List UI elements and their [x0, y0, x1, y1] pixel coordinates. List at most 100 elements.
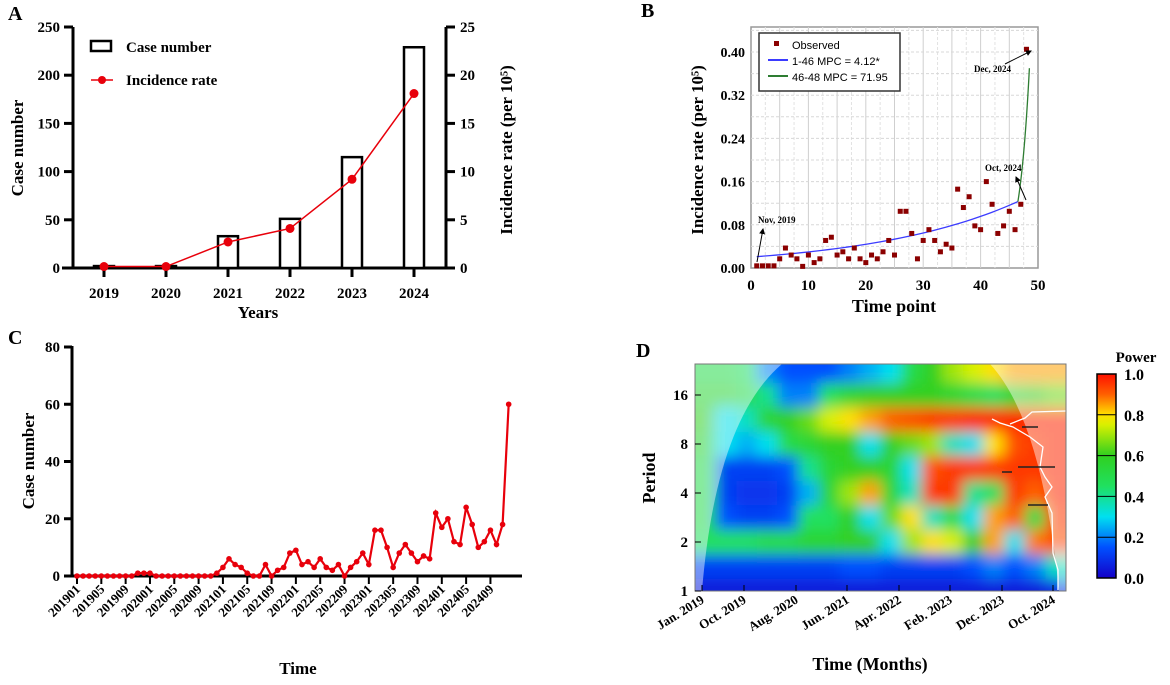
- heatmap-cell: [901, 480, 923, 506]
- case-number-point: [86, 573, 92, 579]
- y-axis-title: Case number: [19, 412, 38, 509]
- heatmap-cell: [777, 505, 800, 530]
- heatmap-cell: [859, 529, 882, 555]
- heatmap-cell: [983, 456, 1006, 481]
- heatmap-cell: [1024, 529, 1047, 555]
- observed-point: [1006, 208, 1012, 214]
- y-tick-label: 0.32: [721, 89, 746, 104]
- observed-point: [788, 252, 794, 258]
- heatmap-cell: [777, 554, 800, 579]
- observed-point: [863, 260, 869, 266]
- y-axis-title: Case number: [8, 99, 27, 196]
- heatmap-cell: [962, 407, 985, 432]
- heatmap-cell: [880, 505, 903, 530]
- x-tick-label: 50: [1031, 278, 1046, 294]
- heatmap-cell: [695, 480, 717, 506]
- colorbar-tick-label: 0.4: [1124, 489, 1144, 506]
- heatmap-cell: [736, 431, 758, 457]
- colorbar-title: Power: [1116, 350, 1157, 366]
- case-number-point: [147, 570, 153, 576]
- heatmap-cell: [818, 382, 841, 408]
- x-axis-title: Years: [238, 303, 279, 322]
- case-number-point: [153, 573, 159, 579]
- heatmap-cell: [942, 456, 964, 481]
- colorbar-tick-label: 0.2: [1124, 530, 1144, 547]
- panel-c-monthly-line-chart: 0204060802019012019052019092020012020052…: [19, 340, 522, 678]
- case-number-point: [141, 570, 147, 576]
- case-number-point: [171, 573, 178, 579]
- case-number-point: [493, 541, 500, 548]
- legend-label: Observed: [792, 40, 840, 52]
- heatmap-cell: [839, 456, 861, 481]
- bar-case-number: [278, 217, 302, 270]
- heatmap-cell: [818, 407, 841, 432]
- observed-point: [983, 179, 989, 185]
- x-tick-label: Apr. 2022: [850, 592, 903, 633]
- case-number-point: [396, 550, 403, 556]
- heatmap-cell: [839, 480, 861, 506]
- heatmap-cell: [1024, 480, 1047, 506]
- case-number-point: [135, 570, 141, 576]
- heatmap-cell: [715, 431, 738, 457]
- observed-point: [759, 263, 765, 269]
- heatmap-cell: [1045, 480, 1066, 506]
- y-right-tick-label: 20: [460, 68, 475, 84]
- heatmap-cell: [983, 529, 1006, 555]
- heatmap-cell: [818, 529, 841, 555]
- case-number-point: [439, 524, 445, 531]
- heatmap-cell: [1045, 505, 1066, 530]
- heatmap-cell: [983, 431, 1006, 457]
- bar-case-number: [402, 45, 426, 270]
- y-tick-label: 150: [38, 116, 61, 132]
- heatmap-cell: [921, 364, 944, 383]
- heatmap-cell: [880, 431, 903, 457]
- x-tick-label: 2021: [213, 286, 243, 302]
- heatmap-cell: [921, 382, 944, 408]
- observed-point: [851, 245, 857, 251]
- heatmap-cell: [859, 382, 882, 408]
- heatmap-cell: [839, 382, 861, 408]
- heatmap-cell: [818, 554, 841, 579]
- panel-label: C: [8, 327, 22, 349]
- case-number-point: [305, 558, 311, 565]
- case-number-point: [469, 521, 476, 528]
- heatmap-cell: [798, 505, 820, 530]
- y-tick-label: 4: [681, 486, 689, 502]
- case-number-point: [74, 573, 80, 579]
- plot-frame: [694, 363, 1067, 592]
- heatmap-cell: [1045, 529, 1066, 555]
- heatmap-cell: [880, 554, 903, 579]
- heatmap-cell: [983, 382, 1006, 408]
- incidence-rate-line: [104, 93, 415, 268]
- x-tick-label: 2024: [399, 286, 430, 302]
- heatmap-cell: [818, 480, 841, 506]
- observed-point: [1001, 223, 1007, 229]
- y-tick-label: 80: [45, 340, 60, 356]
- heatmap-cell: [962, 505, 985, 530]
- heatmap-cell: [921, 554, 944, 579]
- case-number-point: [238, 564, 244, 571]
- heatmap-cell: [983, 364, 1006, 383]
- heatmap-cell: [736, 529, 758, 555]
- case-number-point: [201, 573, 208, 579]
- y-right-tick-label: 0: [460, 261, 468, 277]
- y-axis-title: Period: [639, 453, 659, 504]
- x-tick-label: 30: [916, 278, 931, 294]
- legend-observed-swatch: [774, 41, 779, 46]
- case-number-point: [92, 573, 99, 579]
- y-tick-label: 0: [53, 261, 61, 277]
- heatmap-cell: [859, 407, 882, 432]
- observed-point: [800, 263, 806, 269]
- legend-bar-swatch: [89, 39, 113, 53]
- heatmap-cell: [1024, 505, 1047, 530]
- heatmap-cell: [798, 456, 820, 481]
- case-number-point: [487, 527, 494, 533]
- legend-label: 46-48 MPC = 71.95: [792, 72, 888, 84]
- heatmap-cell: [715, 505, 738, 530]
- x-axis-title: Time (Months): [812, 654, 927, 675]
- observed-point: [926, 227, 932, 233]
- heatmap-cell: [777, 407, 800, 432]
- heatmap-cell: [880, 578, 903, 591]
- observed-point: [914, 256, 920, 262]
